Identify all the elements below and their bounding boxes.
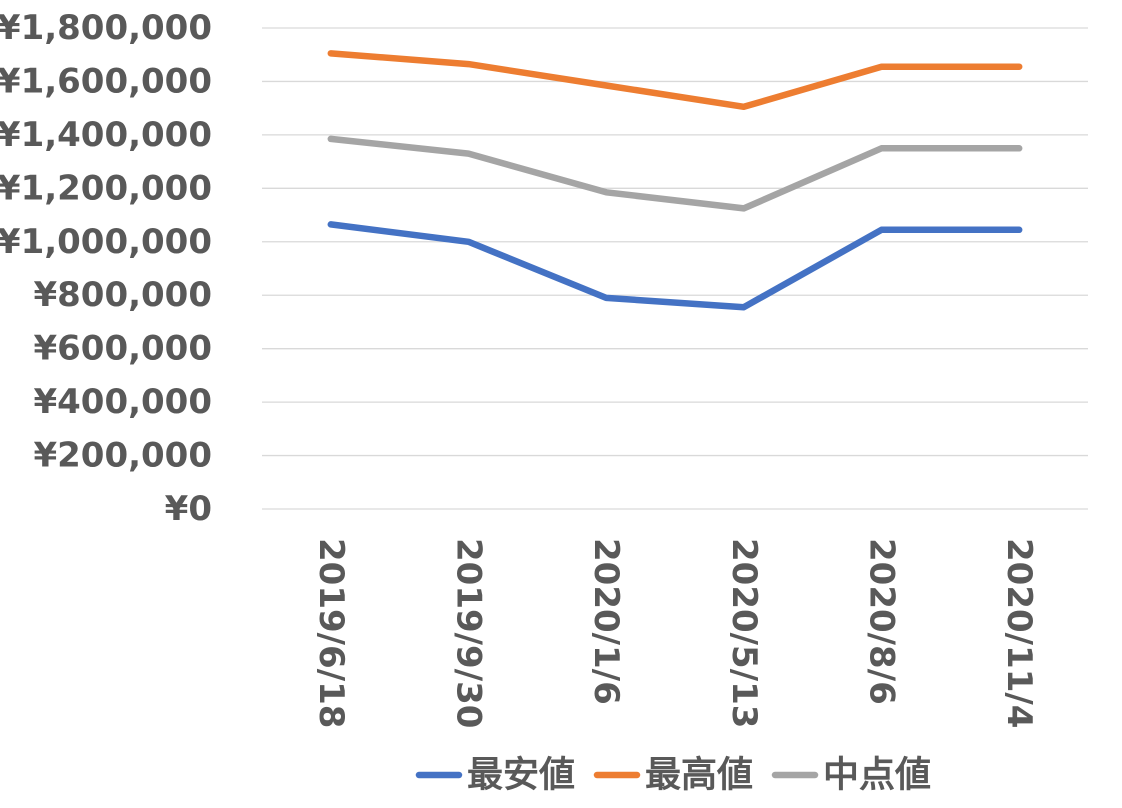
x-tick-label: 2019/9/30 [449,538,489,728]
y-tick-label: ¥400,000 [33,382,212,422]
x-tick-label: 2020/8/6 [862,538,902,705]
series-line-0 [327,221,1023,311]
y-tick-label: ¥200,000 [33,436,212,476]
legend: 最安値 最高値 中点値 [415,755,931,796]
x-tick-label: 2020/1/6 [586,538,626,705]
y-tick-label: ¥1,600,000 [0,61,212,101]
y-tick-label: ¥1,800,000 [0,8,212,48]
y-axis-ticks: ¥0 ¥200,000 ¥400,000 ¥600,000 ¥800,000 ¥1,000… [0,8,212,529]
legend-label: 最安値 [467,755,575,796]
series-line-2 [327,135,1023,212]
y-tick-label: ¥1,400,000 [0,115,212,155]
legend-label: 最高値 [645,755,753,796]
y-tick-label: ¥0 [165,489,212,529]
grid-lines [262,27,1088,510]
legend-item-1: 最高値 [593,755,753,796]
x-tick-label: 2019/6/18 [311,538,351,728]
x-axis-ticks: 2019/6/18 2019/9/30 2020/1/6 2020/5/13 2020/… [311,538,1039,728]
y-tick-label: ¥600,000 [33,329,212,369]
y-tick-label: ¥1,000,000 [0,222,212,262]
legend-item-2: 中点値 [771,755,931,796]
y-tick-label: ¥800,000 [33,275,212,315]
x-tick-label: 2020/11/4 [999,538,1039,728]
y-tick-label: ¥1,200,000 [0,168,212,208]
legend-label: 中点値 [823,755,931,796]
legend-item-0: 最安値 [415,755,575,796]
series-line-1 [327,50,1023,111]
series-lines [327,50,1023,311]
x-tick-label: 2020/5/13 [724,538,764,728]
